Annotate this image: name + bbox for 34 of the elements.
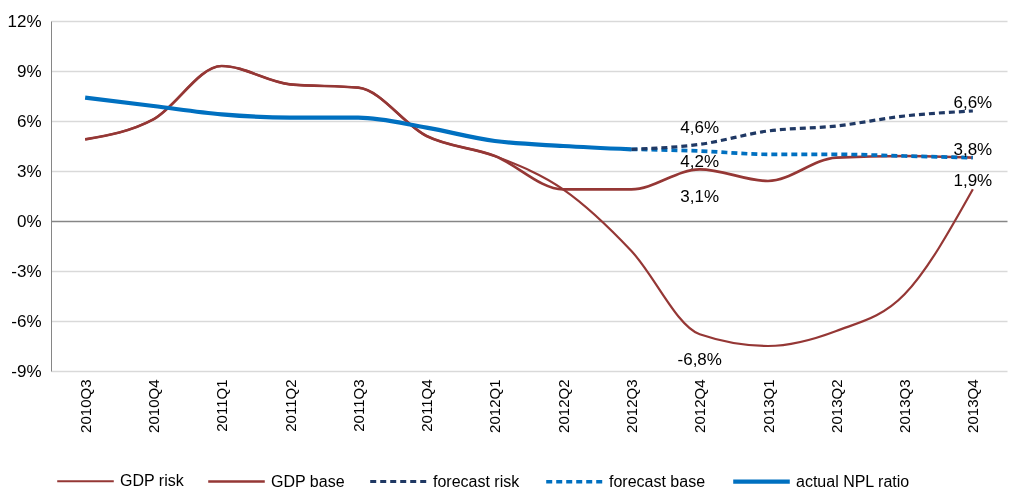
data-label: -6,8%: [677, 350, 722, 370]
legend-label: GDP base: [271, 472, 345, 490]
legend-label: actual NPL ratio: [796, 472, 910, 490]
x-tick-label: 2012Q4: [691, 379, 709, 433]
y-tick-label: 12%: [7, 11, 42, 31]
y-tick-label: -6%: [11, 311, 42, 331]
y-tick-label: 9%: [16, 61, 42, 81]
x-tick-label: 2012Q1: [486, 379, 504, 433]
x-tick-label: 2013Q2: [827, 379, 845, 433]
y-tick-label: 6%: [16, 111, 42, 131]
y-tick-label: -3%: [11, 261, 42, 281]
y-tick-label: -9%: [11, 361, 42, 381]
y-tick-label: 0%: [16, 211, 42, 231]
data-label: 4,2%: [680, 152, 720, 171]
x-tick-label: 2013Q1: [759, 379, 777, 433]
legend-label: forecast risk: [433, 472, 521, 490]
x-tick-label: 2012Q3: [622, 379, 640, 433]
x-tick-label: 2011Q4: [418, 379, 436, 432]
x-tick-label: 2013Q4: [964, 379, 982, 433]
data-label: 4,6%: [680, 118, 720, 138]
x-tick-label: 2010Q3: [76, 379, 94, 433]
x-tick-label: 2010Q4: [144, 379, 162, 433]
y-tick-label: 3%: [16, 161, 42, 181]
x-tick-label: 2011Q2: [281, 379, 299, 432]
x-tick-label: 2013Q3: [896, 379, 914, 433]
data-label: 6,6%: [953, 93, 993, 112]
x-tick-label: 2011Q1: [213, 379, 231, 432]
data-label: 3,1%: [680, 187, 720, 207]
x-tick-label: 2012Q2: [554, 379, 572, 433]
legend-label: forecast base: [609, 472, 706, 490]
legend-label: GDP risk: [120, 472, 185, 490]
data-label: 3,8%: [953, 139, 993, 159]
x-tick-label: 2011Q3: [349, 379, 367, 432]
data-label: 1,9%: [953, 171, 993, 191]
